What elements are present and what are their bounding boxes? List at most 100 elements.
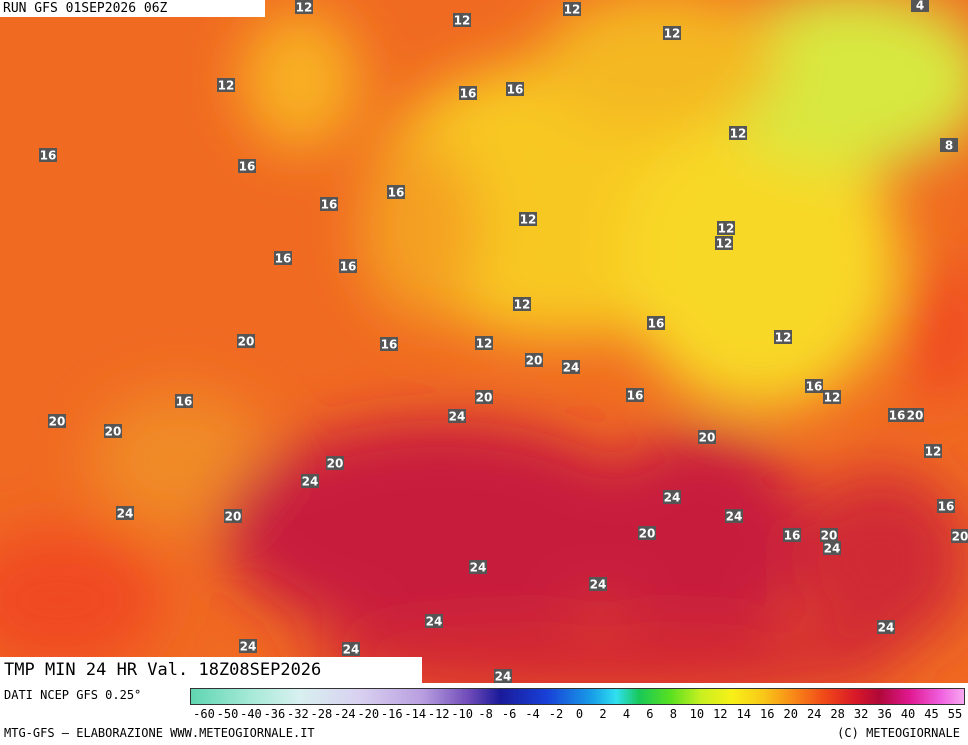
label-text: 20 [238, 335, 255, 349]
label-box [725, 509, 743, 523]
scale-tick-label: -24 [333, 707, 356, 721]
label-text: 16 [648, 317, 665, 331]
label-text: 20 [821, 529, 838, 543]
temperature-label: 12 [513, 297, 531, 312]
scale-tick-label: -36 [263, 707, 286, 721]
label-box [589, 577, 607, 591]
label-box [425, 614, 443, 628]
temperature-label: 16 [380, 337, 398, 352]
temperature-label: 16 [175, 394, 193, 409]
label-box [301, 474, 319, 488]
scale-tick-label: 55 [947, 707, 963, 721]
label-text: 16 [388, 186, 405, 200]
label-text: 12 [476, 337, 493, 351]
label-box [320, 197, 338, 211]
label-text: 12 [718, 222, 735, 236]
temperature-label: 24 [301, 474, 319, 489]
label-text: 24 [590, 578, 607, 592]
label-box [448, 409, 466, 423]
temperature-label: 16 [937, 499, 955, 514]
label-text: 12 [520, 213, 537, 227]
scale-tick-label: 12 [713, 707, 728, 721]
scale-tick-label: -6 [501, 707, 517, 721]
label-text: 16 [938, 500, 955, 514]
temperature-label: 20 [237, 334, 255, 349]
temperature-label: 20 [698, 430, 716, 445]
label-text: 12 [218, 79, 235, 93]
label-box [805, 379, 823, 393]
label-box [888, 408, 906, 422]
scale-tick-label: -60 [193, 707, 215, 721]
label-text: 20 [225, 510, 242, 524]
scale-tick-label: 6 [646, 707, 654, 721]
label-text: 12 [514, 298, 531, 312]
label-box [453, 13, 471, 27]
label-box [39, 148, 57, 162]
label-text: 24 [449, 410, 466, 424]
scale-tick-label: -2 [548, 707, 564, 721]
temperature-label: 12 [729, 126, 747, 141]
label-text: 24 [664, 491, 681, 505]
temperature-label: 16 [506, 82, 524, 97]
scale-tick-label: -28 [310, 707, 333, 721]
label-text: 12 [564, 3, 581, 17]
run-header: RUN GFS 01SEP2026 06Z [0, 0, 265, 17]
color-scale [190, 688, 965, 705]
temperature-label: 12 [823, 390, 841, 405]
label-text: 24 [470, 561, 487, 575]
label-text: 20 [952, 530, 968, 544]
temperature-label: 16 [459, 86, 477, 101]
label-text: 24 [878, 621, 895, 635]
label-text: 24 [426, 615, 443, 629]
scale-tick-label: -14 [404, 707, 427, 721]
scale-tick-label: -50 [216, 707, 239, 721]
scale-tick-label: 28 [830, 707, 845, 721]
label-box [729, 126, 747, 140]
temperature-label: 16 [626, 388, 644, 403]
label-text: 12 [664, 27, 681, 41]
label-box [638, 526, 656, 540]
label-box [506, 82, 524, 96]
scale-tick-label: 4 [622, 707, 631, 721]
temperature-label: 24 [448, 409, 466, 424]
label-box [663, 490, 681, 504]
label-box [877, 620, 895, 634]
label-text: 12 [824, 391, 841, 405]
temperature-label: 20 [224, 509, 242, 524]
label-box [339, 259, 357, 273]
label-box [698, 430, 716, 444]
temperature-label: 20 [906, 408, 924, 423]
label-text: 24 [726, 510, 743, 524]
label-text: 24 [824, 542, 841, 556]
temperature-label: 12 [774, 330, 792, 345]
scale-ticks: -60 -50 -40 -36 -32 -28 -24 -20 -16 -14 -12 -10 -8 -6… [0, 707, 968, 721]
label-text: 20 [699, 431, 716, 445]
label-box [217, 78, 235, 92]
label-box [295, 0, 313, 14]
temperature-label: 16 [274, 251, 292, 266]
label-text: 16 [507, 83, 524, 97]
label-text: 20 [327, 457, 344, 471]
temperature-label: 20 [820, 528, 838, 543]
label-box [562, 360, 580, 374]
scale-tick-label: 2 [599, 707, 607, 721]
temperature-label: 12 [563, 2, 581, 17]
label-box [717, 221, 735, 235]
label-box [663, 26, 681, 40]
label-box [783, 528, 801, 542]
scale-tick-label: 14 [736, 707, 752, 721]
label-box [563, 2, 581, 16]
temperature-label: 12 [924, 444, 942, 459]
label-text: 4 [916, 0, 924, 13]
label-box [626, 388, 644, 402]
temperature-label: 20 [48, 414, 66, 429]
temperature-label: 12 [519, 212, 537, 227]
label-box [951, 529, 968, 543]
scale-tick-label: 32 [853, 707, 869, 721]
label-text: 20 [639, 527, 656, 541]
label-box [475, 390, 493, 404]
scale-tick-label: 45 [924, 707, 939, 721]
label-box [820, 528, 838, 542]
label-text: 16 [275, 252, 292, 266]
